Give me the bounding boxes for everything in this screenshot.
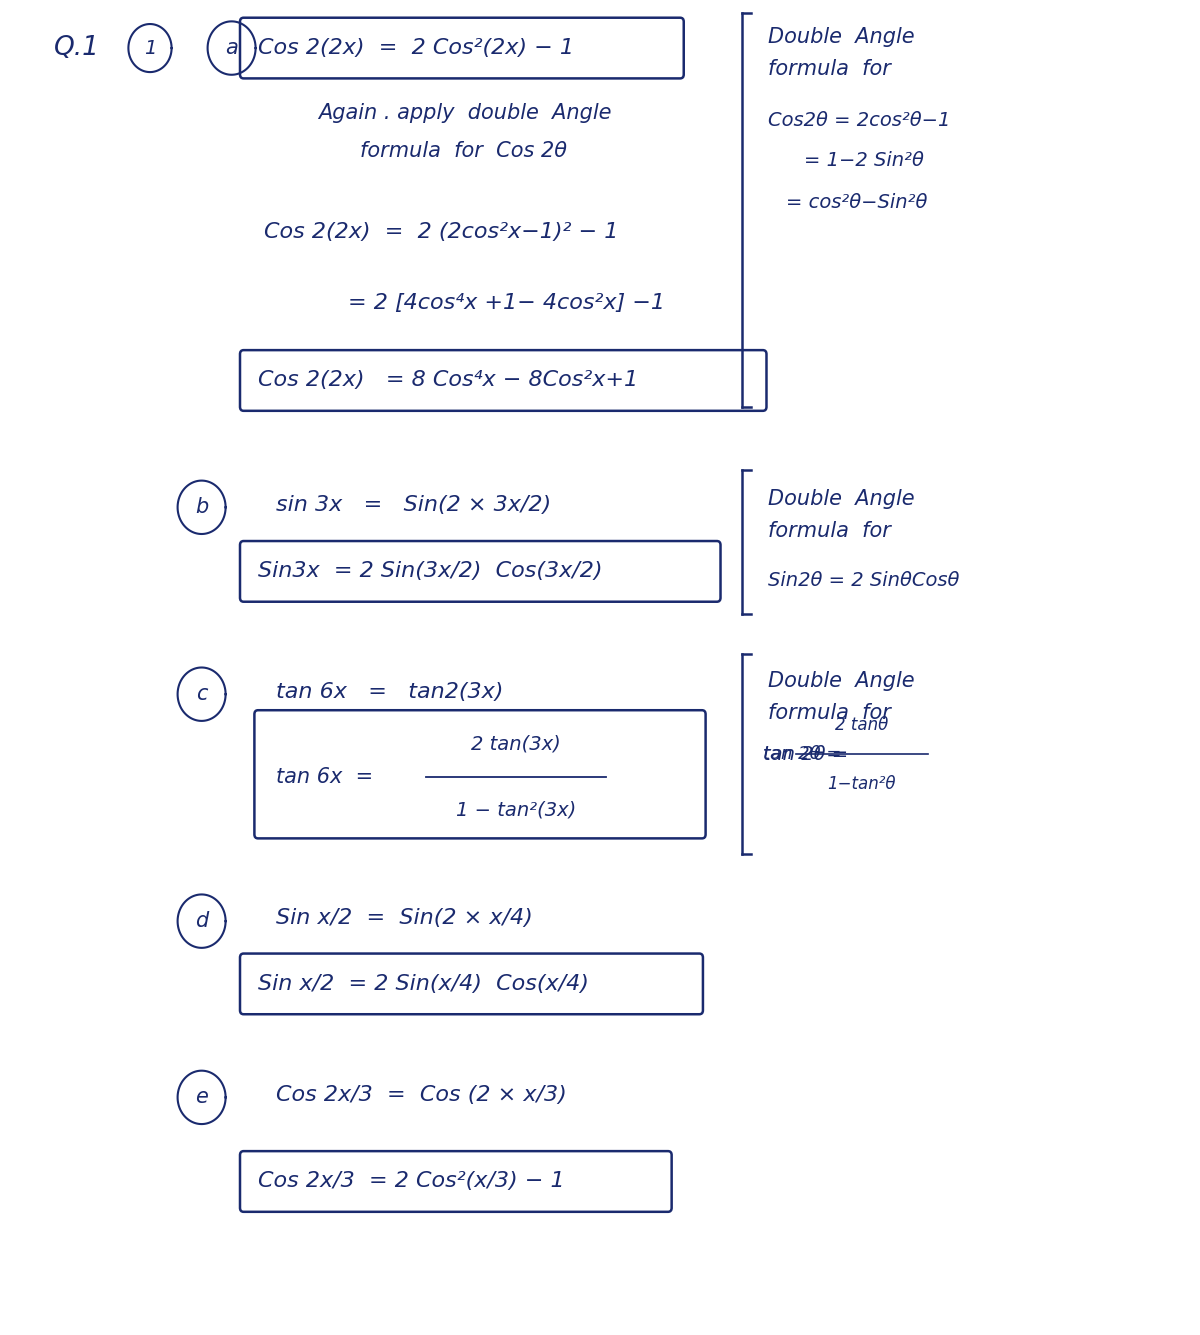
Text: e: e — [196, 1088, 208, 1107]
Text: c: c — [196, 685, 208, 704]
Text: d: d — [194, 912, 209, 930]
Text: tan 6x   =   tan2(3x): tan 6x = tan2(3x) — [276, 682, 503, 701]
Text: Sin2θ = 2 SinθCosθ: Sin2θ = 2 SinθCosθ — [768, 571, 959, 590]
Text: = 1−2 Sin²θ: = 1−2 Sin²θ — [804, 151, 924, 170]
Text: tan 2θ =: tan 2θ = — [763, 745, 841, 764]
Text: formula  for  Cos 2θ: formula for Cos 2θ — [360, 142, 568, 160]
Text: Again . apply  double  Angle: Again . apply double Angle — [318, 104, 612, 123]
Text: sin 3x   =   Sin(2 × 3x/2): sin 3x = Sin(2 × 3x/2) — [276, 495, 551, 514]
Text: 1−tan²θ: 1−tan²θ — [827, 774, 896, 793]
Text: Double  Angle: Double Angle — [768, 490, 914, 509]
Text: Sin3x  = 2 Sin(3x/2)  Cos(3x/2): Sin3x = 2 Sin(3x/2) Cos(3x/2) — [258, 562, 602, 581]
Text: 1 − tan²(3x): 1 − tan²(3x) — [456, 801, 576, 820]
Text: Cos 2(2x)  =  2 (2cos²x−1)² − 1: Cos 2(2x) = 2 (2cos²x−1)² − 1 — [264, 223, 618, 242]
Text: Cos 2x/3  =  Cos (2 × x/3): Cos 2x/3 = Cos (2 × x/3) — [276, 1085, 566, 1104]
Text: tan 2θ =: tan 2θ = — [763, 745, 848, 764]
Text: = 2 [4cos⁴x +1− 4cos²x] −1: = 2 [4cos⁴x +1− 4cos²x] −1 — [348, 294, 665, 312]
Text: Cos 2(2x)  =  2 Cos²(2x) − 1: Cos 2(2x) = 2 Cos²(2x) − 1 — [258, 39, 574, 57]
Text: a: a — [226, 39, 238, 57]
Text: tan 6x  =: tan 6x = — [276, 768, 373, 786]
Text: b: b — [194, 498, 209, 517]
Text: 1: 1 — [144, 39, 156, 57]
Text: Double  Angle: Double Angle — [768, 28, 914, 47]
Text: Sin x/2  = 2 Sin(x/4)  Cos(x/4): Sin x/2 = 2 Sin(x/4) Cos(x/4) — [258, 975, 589, 993]
Text: Cos2θ = 2cos²θ−1: Cos2θ = 2cos²θ−1 — [768, 111, 950, 129]
Text: Cos 2x/3  = 2 Cos²(x/3) − 1: Cos 2x/3 = 2 Cos²(x/3) − 1 — [258, 1172, 565, 1191]
Text: Double  Angle: Double Angle — [768, 672, 914, 690]
Text: Cos 2(2x)   = 8 Cos⁴x − 8Cos²x+1: Cos 2(2x) = 8 Cos⁴x − 8Cos²x+1 — [258, 371, 638, 390]
Text: 2 tan(3x): 2 tan(3x) — [472, 734, 560, 753]
Text: formula  for: formula for — [768, 522, 890, 541]
Text: formula  for: formula for — [768, 60, 890, 79]
Text: Q.1: Q.1 — [54, 35, 100, 61]
Text: formula  for: formula for — [768, 704, 890, 722]
Text: Sin x/2  =  Sin(2 × x/4): Sin x/2 = Sin(2 × x/4) — [276, 909, 533, 928]
Text: = cos²θ−Sin²θ: = cos²θ−Sin²θ — [786, 194, 928, 212]
Text: 2 tanθ: 2 tanθ — [835, 716, 888, 734]
